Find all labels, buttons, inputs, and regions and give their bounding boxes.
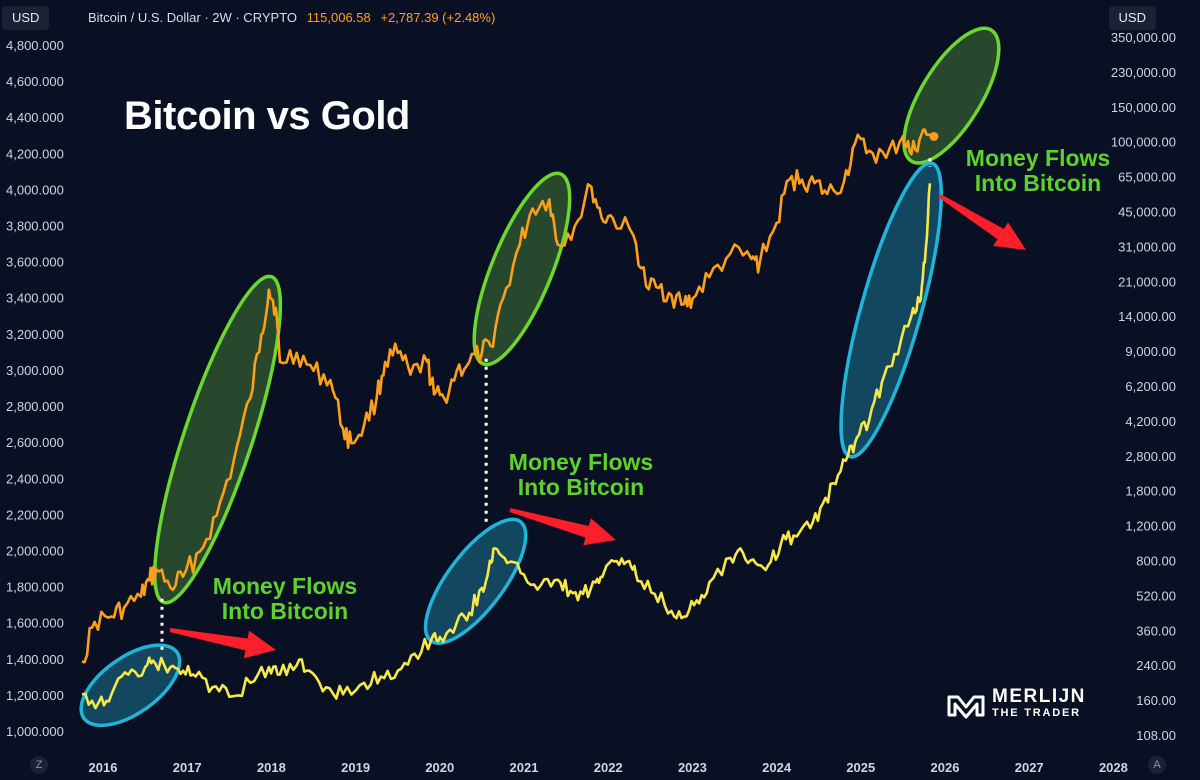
left-axis-tick-label: 1,600.000: [6, 616, 64, 631]
right-axis-tick-label: 150,000.00: [1111, 100, 1176, 115]
last-price: 115,006.58: [306, 10, 371, 25]
left-axis-tick-label: 2,600.000: [6, 435, 64, 450]
flow-note-line: Into Bitcoin: [517, 474, 645, 500]
price-change: +2,787.39 (+2.48%): [380, 10, 496, 25]
zoom-button[interactable]: Z: [30, 756, 48, 774]
green-highlight-ellipse: [153, 274, 283, 605]
x-axis-tick-label: 2019: [341, 760, 370, 775]
gold-series-line: [81, 128, 931, 664]
x-axis-tick-label: 2016: [89, 760, 118, 775]
right-axis-tick-label: 230,000.00: [1111, 65, 1176, 80]
left-axis-tick-label: 4,600.000: [6, 74, 64, 89]
left-axis-tick-label: 1,400.000: [6, 652, 64, 667]
x-axis-tick-label: 2020: [425, 760, 454, 775]
auto-scale-button[interactable]: A: [1148, 756, 1166, 774]
green-highlight-ellipse: [902, 26, 1001, 165]
right-axis-tick-label: 240.00: [1136, 658, 1176, 673]
right-axis-tick-label: 9,000.00: [1125, 344, 1176, 359]
left-axis-tick-label: 1,200.000: [6, 688, 64, 703]
right-axis-tick-label: 108.00: [1136, 728, 1176, 743]
logo-icon: [947, 695, 985, 719]
symbol-header: Bitcoin / U.S. Dollar · 2W · CRYPTO 115,…: [88, 10, 495, 25]
right-axis-tick-label: 350,000.00: [1111, 30, 1176, 45]
red-flow-arrow: [509, 508, 616, 546]
right-axis-tick-label: 21,000.00: [1118, 274, 1176, 289]
logo-line-2: THE TRADER: [992, 707, 1081, 719]
left-axis-tick-label: 3,000.000: [6, 363, 64, 378]
right-axis-tick-label: 45,000.00: [1118, 205, 1176, 220]
logo-line-1: MERLIJN: [992, 686, 1086, 707]
x-axis-tick-label: 2023: [678, 760, 707, 775]
left-axis-tick-label: 1,800.000: [6, 580, 64, 595]
flow-note: Money Flows Into Bitcoin: [960, 146, 1116, 196]
left-axis-tick-label: 4,000.000: [6, 182, 64, 197]
x-axis-tick-label: 2022: [594, 760, 623, 775]
right-currency-badge[interactable]: USD: [1108, 6, 1156, 30]
right-axis-tick-label: 4,200.00: [1125, 414, 1176, 429]
left-axis-tick-label: 3,600.000: [6, 255, 64, 270]
left-axis-tick-label: 2,800.000: [6, 399, 64, 414]
flow-note-line: Into Bitcoin: [974, 170, 1102, 196]
flow-note-line: Into Bitcoin: [221, 598, 349, 624]
x-axis-tick-label: 2026: [931, 760, 960, 775]
x-axis-tick-label: 2017: [173, 760, 202, 775]
x-axis-tick-label: 2018: [257, 760, 286, 775]
right-axis-tick-label: 31,000.00: [1118, 239, 1176, 254]
right-axis-tick-label: 14,000.00: [1118, 309, 1176, 324]
left-axis-tick-label: 4,400.000: [6, 110, 64, 125]
x-axis-tick-label: 2021: [510, 760, 539, 775]
x-axis-tick-label: 2028: [1099, 760, 1128, 775]
left-axis-tick-label: 3,800.000: [6, 219, 64, 234]
blue-highlight-ellipse: [839, 161, 943, 459]
left-axis-tick-label: 2,200.000: [6, 507, 64, 522]
left-axis-tick-label: 3,400.000: [6, 291, 64, 306]
right-axis-tick-label: 2,800.00: [1125, 449, 1176, 464]
bitcoin-series-line: [81, 183, 932, 710]
x-axis-tick-label: 2025: [846, 760, 875, 775]
flow-note: Money Flows Into Bitcoin: [205, 574, 365, 624]
flow-note-line: Money Flows: [965, 145, 1111, 171]
left-currency-badge[interactable]: USD: [2, 6, 50, 30]
red-flow-arrow: [169, 628, 276, 659]
flow-note: Money Flows Into Bitcoin: [500, 450, 662, 500]
right-axis-tick-label: 6,200.00: [1125, 379, 1176, 394]
chart-title: Bitcoin vs Gold: [124, 94, 410, 138]
symbol-label: Bitcoin / U.S. Dollar · 2W · CRYPTO: [88, 10, 298, 25]
left-axis-tick-label: 2,000.000: [6, 543, 64, 558]
last-value-dot: [929, 131, 939, 141]
left-axis-tick-label: 2,400.000: [6, 471, 64, 486]
left-axis-tick-label: 3,200.000: [6, 327, 64, 342]
right-axis-tick-label: 520.00: [1136, 588, 1176, 603]
right-axis-tick-label: 100,000.00: [1111, 135, 1176, 150]
left-axis-tick-label: 4,200.000: [6, 146, 64, 161]
merlijn-logo: MERLIJN THE TRADER: [946, 686, 1086, 721]
left-axis-tick-label: 1,000.000: [6, 724, 64, 739]
right-axis-tick-label: 65,000.00: [1118, 170, 1176, 185]
flow-note-line: Money Flows: [508, 449, 654, 475]
red-flow-arrow: [938, 194, 1026, 250]
right-axis-tick-label: 160.00: [1136, 693, 1176, 708]
right-axis-tick-label: 800.00: [1136, 554, 1176, 569]
x-axis-tick-label: 2027: [1015, 760, 1044, 775]
flow-note-line: Money Flows: [212, 573, 358, 599]
right-axis-tick-label: 360.00: [1136, 623, 1176, 638]
right-axis-tick-label: 1,200.00: [1125, 519, 1176, 534]
left-axis-tick-label: 4,800.000: [6, 38, 64, 53]
x-axis-tick-label: 2024: [762, 760, 792, 775]
right-axis-tick-label: 1,800.00: [1125, 484, 1176, 499]
